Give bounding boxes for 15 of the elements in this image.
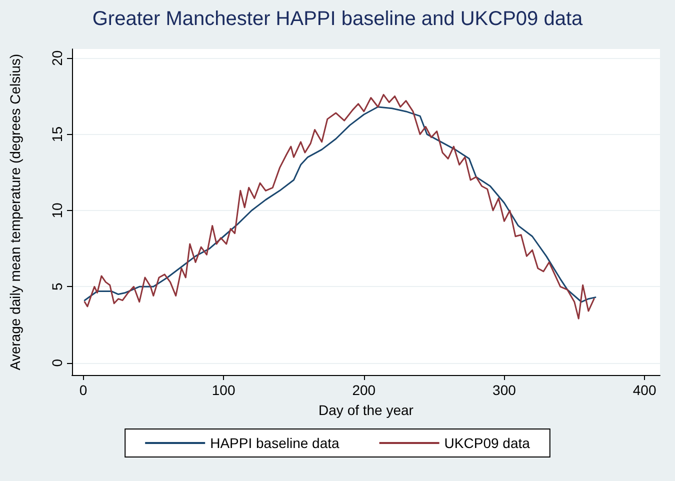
y-axis-title: Average daily mean temperature (degrees Celsius) [7,54,23,370]
y-tick-label: 10 [49,202,65,218]
legend-label: UKCP09 data [444,435,530,451]
x-tick-label: 100 [212,382,236,398]
x-tick-label: 400 [632,382,656,398]
chart-title: Greater Manchester HAPPI baseline and UKCP09 data [92,8,584,30]
y-tick-label: 15 [49,126,65,142]
x-tick-label: 200 [352,382,376,398]
x-tick-label: 300 [492,382,516,398]
legend-label: HAPPI baseline data [210,435,340,451]
y-tick-label: 5 [49,282,65,291]
y-tick-label: 20 [49,50,65,66]
y-tick-label: 0 [49,358,65,367]
x-axis-title: Day of the year [318,402,414,418]
x-tick-label: 0 [79,382,88,398]
